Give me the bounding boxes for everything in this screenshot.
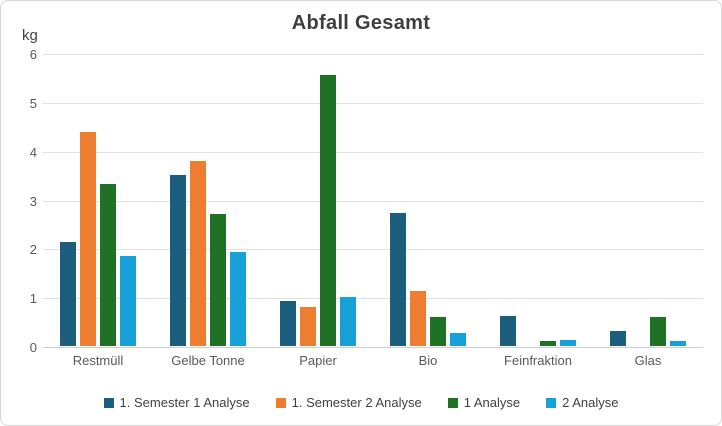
legend-label: 1. Semester 2 Analyse (291, 395, 422, 410)
gridline-y-2 (43, 249, 703, 251)
legend-item-3: 2 Analyse (546, 395, 618, 410)
y-tick-label-1: 1 (29, 291, 37, 307)
bar-series-2-cat-5 (650, 317, 666, 346)
bar-series-1-cat-2 (300, 307, 316, 346)
bar-group-5 (593, 53, 703, 346)
gridline-y-1 (43, 298, 703, 300)
bar-series-3-cat-1 (230, 252, 246, 346)
y-tick-label-3: 3 (29, 193, 37, 209)
bar-series-0-cat-5 (610, 331, 626, 346)
bar-series-1-cat-0 (80, 132, 96, 346)
y-axis-unit-label: kg (22, 27, 38, 44)
y-tick-label-5: 5 (29, 95, 37, 111)
gridline-y-3 (43, 200, 703, 202)
bar-series-2-cat-1 (210, 214, 226, 346)
gridline-y-6 (43, 54, 703, 55)
legend-marker-icon (275, 397, 286, 408)
bar-series-3-cat-2 (340, 297, 356, 346)
bar-series-0-cat-0 (60, 242, 76, 346)
bar-series-0-cat-3 (390, 213, 406, 346)
legend-item-2: 1 Analyse (447, 395, 521, 410)
bar-series-1-cat-3 (410, 291, 426, 346)
category-label-2: Papier (299, 353, 337, 368)
bar-series-0-cat-4 (500, 316, 516, 346)
legend-label: 1 Analyse (463, 395, 521, 410)
legend-marker-icon (546, 397, 557, 408)
bar-series-3-cat-0 (120, 256, 136, 346)
bar-series-0-cat-1 (170, 175, 186, 346)
category-label-3: Bio (418, 353, 438, 368)
bar-series-2-cat-4 (540, 341, 556, 346)
legend-item-1: 1. Semester 2 Analyse (275, 395, 422, 410)
x-axis: Restmüll Gelbe Tonne Papier Bio Feinfraktion… (43, 353, 703, 368)
bar-group-2 (263, 53, 373, 346)
y-tick-label-4: 4 (29, 144, 37, 160)
bar-group-3 (373, 53, 483, 346)
chart-title: Abfall Gesamt (291, 12, 431, 34)
y-tick-label-0: 0 (29, 340, 37, 355)
category-label-1: Gelbe Tonne (171, 353, 245, 368)
bar-series-3-cat-4 (560, 340, 576, 346)
bar-series-0-cat-2 (280, 301, 296, 346)
gridline-y-4 (43, 151, 703, 153)
bar-group-0 (43, 53, 153, 346)
legend-marker-icon (447, 397, 458, 408)
y-tick-label-6: 6 (29, 47, 37, 62)
bar-series-2-cat-2 (320, 75, 336, 346)
bar-series-1-cat-1 (190, 161, 206, 346)
bar-series-3-cat-3 (450, 333, 466, 346)
bar-series-3-cat-5 (670, 341, 686, 346)
legend: 1. Semester 1 Analyse 1. Semester 2 Analy… (1, 395, 721, 410)
legend-marker-icon (103, 397, 114, 408)
legend-label: 2 Analyse (562, 395, 619, 410)
bar-series-2-cat-3 (430, 317, 446, 346)
gridline-y-5 (43, 102, 703, 104)
category-label-0: Restmüll (72, 353, 124, 368)
category-label-4: Feinfraktion (504, 353, 572, 368)
category-label-5: Glas (634, 353, 662, 368)
bar-series-2-cat-0 (100, 184, 116, 346)
legend-label: 1. Semester 1 Analyse (119, 395, 250, 410)
y-tick-label-2: 2 (29, 242, 37, 258)
legend-item-0: 1. Semester 1 Analyse (103, 395, 250, 410)
bar-group-1 (153, 53, 263, 346)
bar-group-4 (483, 53, 593, 346)
bar-groups (43, 53, 703, 346)
plot-area (43, 53, 703, 348)
gridline-y-0 (43, 347, 703, 348)
